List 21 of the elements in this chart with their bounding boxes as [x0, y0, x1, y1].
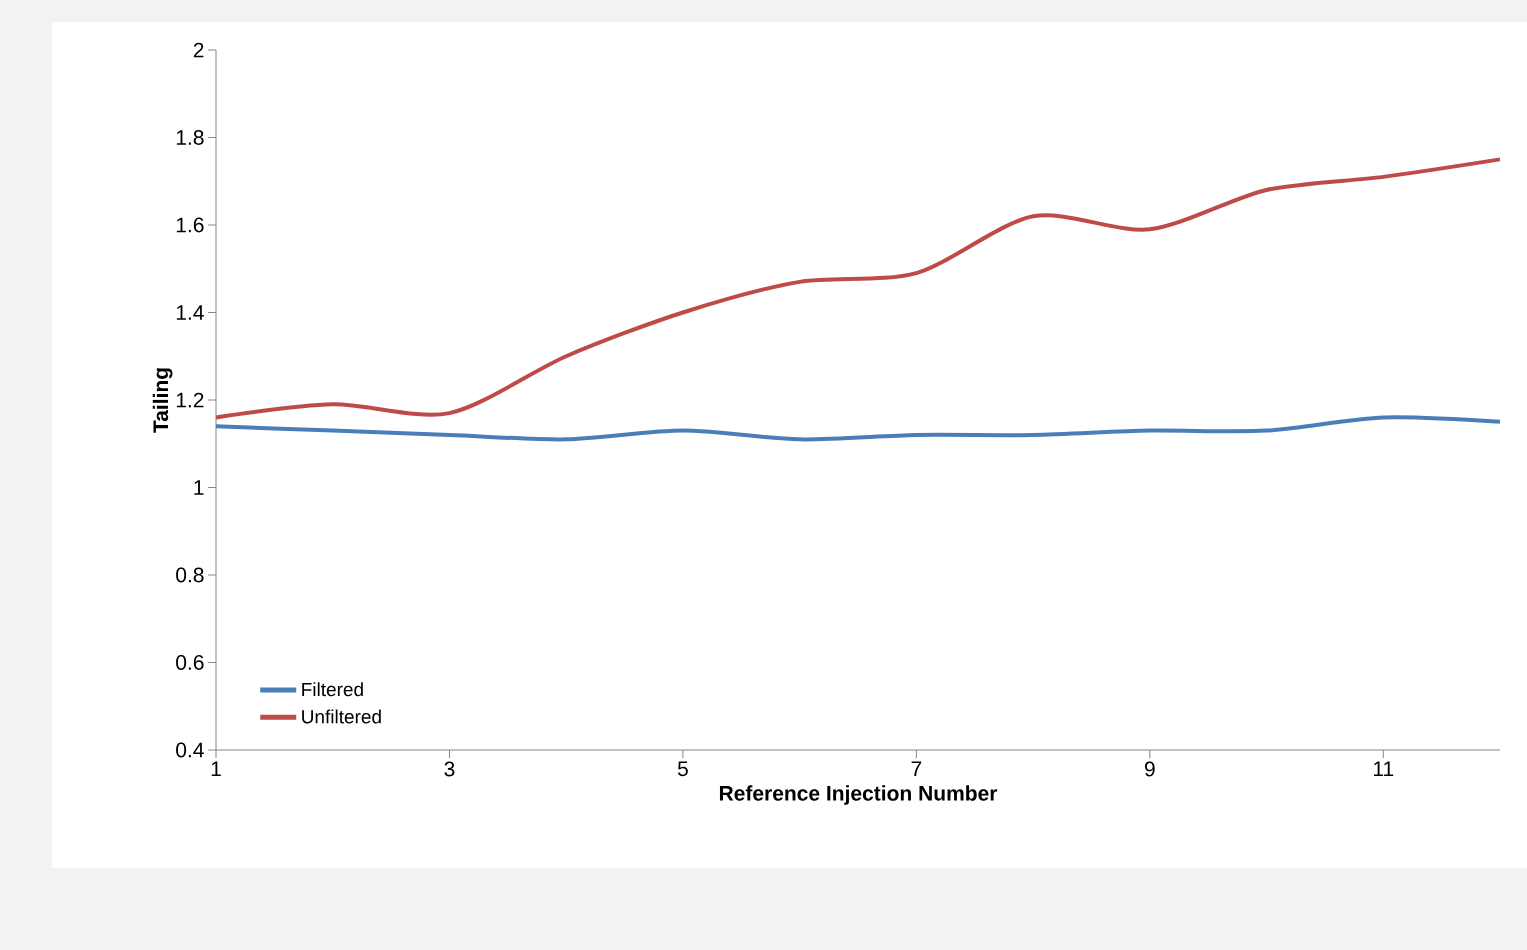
legend-label: Filtered — [302, 682, 363, 697]
y-tick-label: 0.4 — [176, 742, 204, 758]
y-tick-label: 0.6 — [176, 655, 204, 670]
y-tick-label: 1.4 — [176, 305, 204, 320]
y-tick-label: 1.6 — [176, 217, 204, 233]
y-axis-title: Tailing — [152, 368, 173, 433]
line-series — [214, 157, 1502, 420]
x-tick-label: 5 — [677, 761, 688, 777]
y-tick-label: 1.8 — [176, 130, 204, 145]
legend-label: Unfiltered — [302, 709, 381, 724]
y-tick-label: 1 — [194, 480, 204, 495]
x-tick-label: 7 — [911, 761, 922, 776]
y-tick-label: 2 — [193, 42, 204, 58]
line-series — [214, 415, 1502, 442]
x-axis-title: Reference Injection Number — [719, 785, 998, 805]
x-tick-label: 1 — [211, 761, 221, 776]
x-tick-label: 11 — [1373, 761, 1394, 776]
y-tick-label: 1.2 — [176, 392, 204, 408]
y-tick-label: 0.8 — [176, 567, 204, 583]
x-tick-label: 9 — [1144, 761, 1155, 777]
x-tick-label: 3 — [444, 761, 455, 777]
